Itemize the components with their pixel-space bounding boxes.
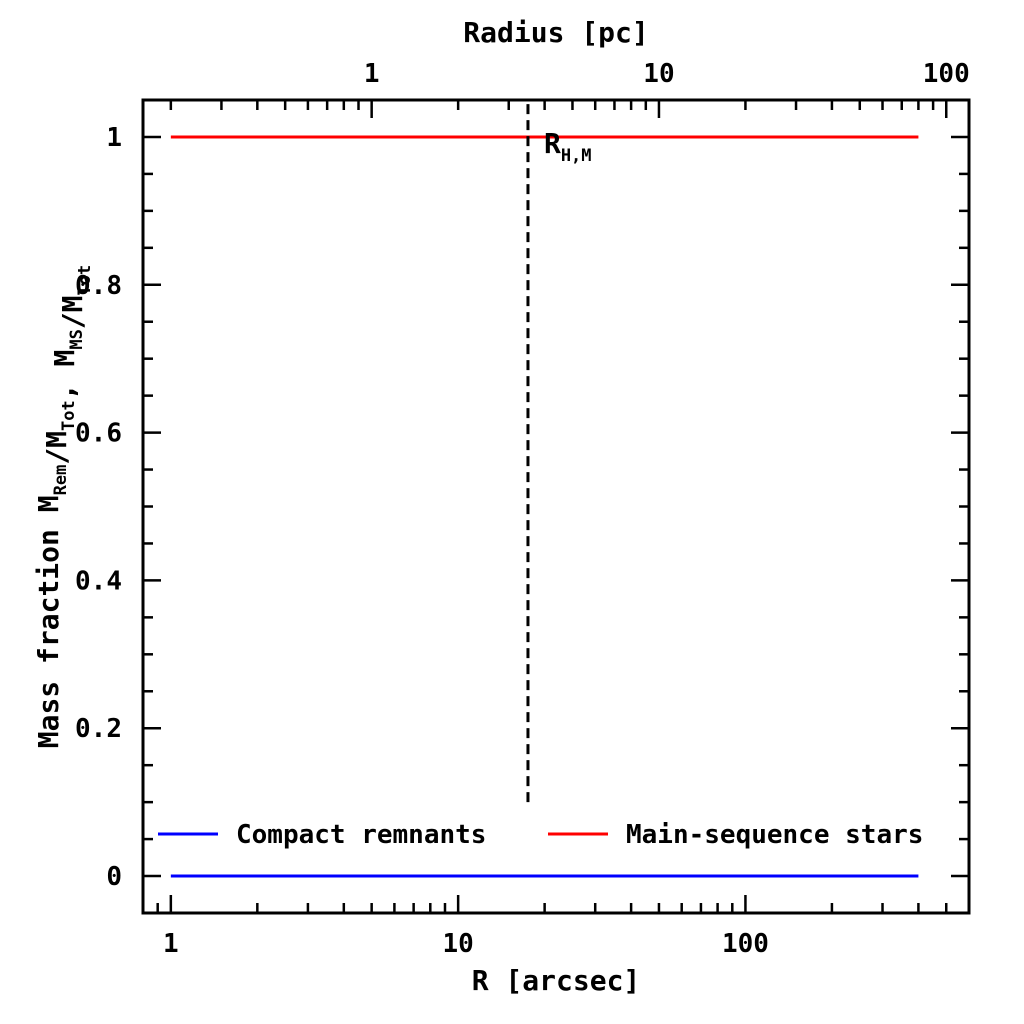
legend-label: Compact remnants [236, 820, 486, 850]
y-tick-label: 0.2 [75, 714, 122, 744]
y-tick-label: 1 [106, 123, 122, 153]
x-tick-label: 10 [442, 929, 473, 959]
half-mass-radius-label: RH,M [544, 127, 592, 166]
x-axis-label: R [arcsec] [472, 964, 641, 997]
plot-frame [141, 98, 971, 915]
y-tick-label: 0.8 [75, 271, 122, 301]
y-tick-label: 0 [106, 862, 122, 892]
x-tick-label: 1 [163, 929, 179, 959]
y-tick-label: 0.4 [75, 566, 122, 596]
x-tick-label: 100 [722, 929, 769, 959]
legend-label: Main-sequence stars [626, 820, 923, 850]
y-tick-label: 0.6 [75, 419, 122, 449]
x2-tick-label: 1 [364, 59, 380, 89]
x2-tick-label: 10 [643, 59, 674, 89]
x2-tick-label: 100 [923, 59, 970, 89]
y-axis-label: Mass fraction MRem/MTot, MMS/MTot [32, 265, 95, 749]
x2-axis-label: Radius [pc] [463, 16, 648, 49]
